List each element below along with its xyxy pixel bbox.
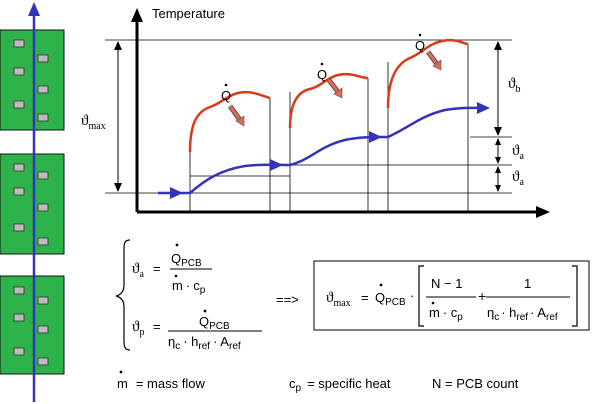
- pcb-board-1: [0, 29, 65, 131]
- pcb-temp-curve-2: [288, 72, 369, 129]
- svg-text:+: +: [478, 288, 486, 304]
- svg-text:ηc· href· Aref: ηc · href · Aref: [168, 334, 241, 352]
- svg-text:=: =: [153, 319, 161, 334]
- equation-theta-a: ϑa = QPCB m · cp: [132, 243, 212, 296]
- dim-theta-b: ϑb: [494, 41, 520, 136]
- result-box: ϑmax = QPCB · N − 1 m · cp + 1 ηc · href · …: [313, 260, 590, 331]
- svg-text:QPCB: QPCB: [375, 290, 406, 308]
- pcb-temp-curve-1: [188, 90, 271, 153]
- implies-arrow: ==>: [276, 292, 299, 307]
- symbol-legend: m = mass flow cp = specific heat N = PCB c…: [117, 370, 519, 394]
- heat-arrow-2: [327, 78, 343, 99]
- svg-text:ϑmax: ϑmax: [326, 290, 351, 309]
- equation-theta-p: ϑp = QPCB ηc · href · Aref: [132, 309, 262, 352]
- svg-text:Q: Q: [317, 67, 327, 82]
- equation-brace: [115, 239, 131, 351]
- svg-text:Q: Q: [415, 38, 425, 53]
- svg-text:ϑa: ϑa: [132, 261, 144, 280]
- svg-text:QPCB: QPCB: [171, 251, 202, 269]
- svg-text:ηc· href· Aref: ηc · href · Aref: [487, 305, 558, 323]
- y-axis-label: Temperature: [152, 6, 225, 21]
- svg-text:cp= specific heat: cp = specific heat: [289, 376, 391, 394]
- pcb-temp-curve-3: [386, 38, 469, 109]
- heat-arrow-1: [227, 104, 245, 127]
- svg-text:ϑa: ϑa: [512, 169, 524, 188]
- svg-text:Q: Q: [221, 88, 231, 103]
- svg-text:m·cp: m · cp: [172, 278, 206, 296]
- air-temp-curve: [158, 106, 487, 195]
- dim-theta-a-lower: ϑa: [495, 166, 524, 192]
- equation-set: ϑa = QPCB m · cp ϑp = QPCB ηc · href · Aref …: [115, 239, 590, 352]
- svg-text:ϑp: ϑp: [132, 319, 144, 338]
- pcb-stack: [0, 2, 65, 402]
- pcb-board-2: [0, 153, 65, 255]
- temperature-graph: Temperature: [81, 6, 550, 218]
- svg-text:N = PCB count: N = PCB count: [432, 376, 519, 391]
- heat-label-2: Q: [317, 62, 327, 82]
- heat-label-1: Q: [221, 83, 231, 103]
- svg-text:QPCB: QPCB: [199, 314, 230, 332]
- dim-theta-a-upper: ϑa: [495, 138, 524, 164]
- svg-text:N − 1: N − 1: [431, 276, 462, 291]
- svg-text:=: =: [361, 290, 369, 305]
- svg-text:m· cp: m · cp: [429, 305, 463, 323]
- svg-text:=: =: [153, 261, 161, 276]
- airflow-arrow: [28, 2, 40, 402]
- heat-label-3: Q: [415, 33, 425, 53]
- heat-arrow-3: [426, 50, 442, 71]
- pcb-board-3: [0, 275, 65, 375]
- svg-text:ϑmax: ϑmax: [81, 113, 106, 132]
- svg-text:ϑa: ϑa: [512, 143, 524, 162]
- svg-text:ϑb: ϑb: [508, 76, 520, 95]
- svg-text:·: ·: [410, 288, 414, 303]
- svg-text:1: 1: [524, 276, 531, 291]
- dim-theta-max: ϑmax: [81, 41, 122, 192]
- svg-text:m= mass flow: m = mass flow: [117, 376, 205, 391]
